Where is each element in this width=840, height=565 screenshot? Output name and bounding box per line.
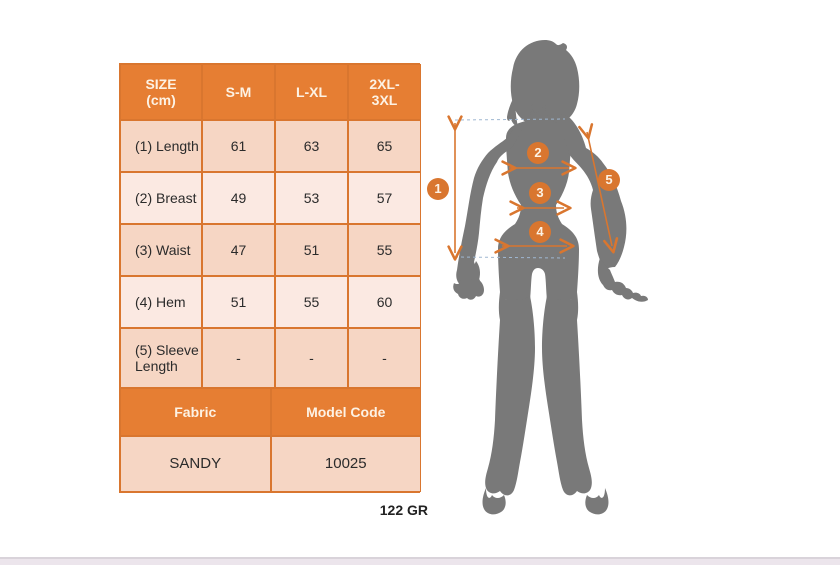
svg-text:2: 2	[534, 145, 541, 160]
svg-text:4: 4	[536, 224, 544, 239]
svg-text:3: 3	[536, 185, 543, 200]
svg-text:5: 5	[605, 172, 612, 187]
svg-text:1: 1	[434, 181, 441, 196]
